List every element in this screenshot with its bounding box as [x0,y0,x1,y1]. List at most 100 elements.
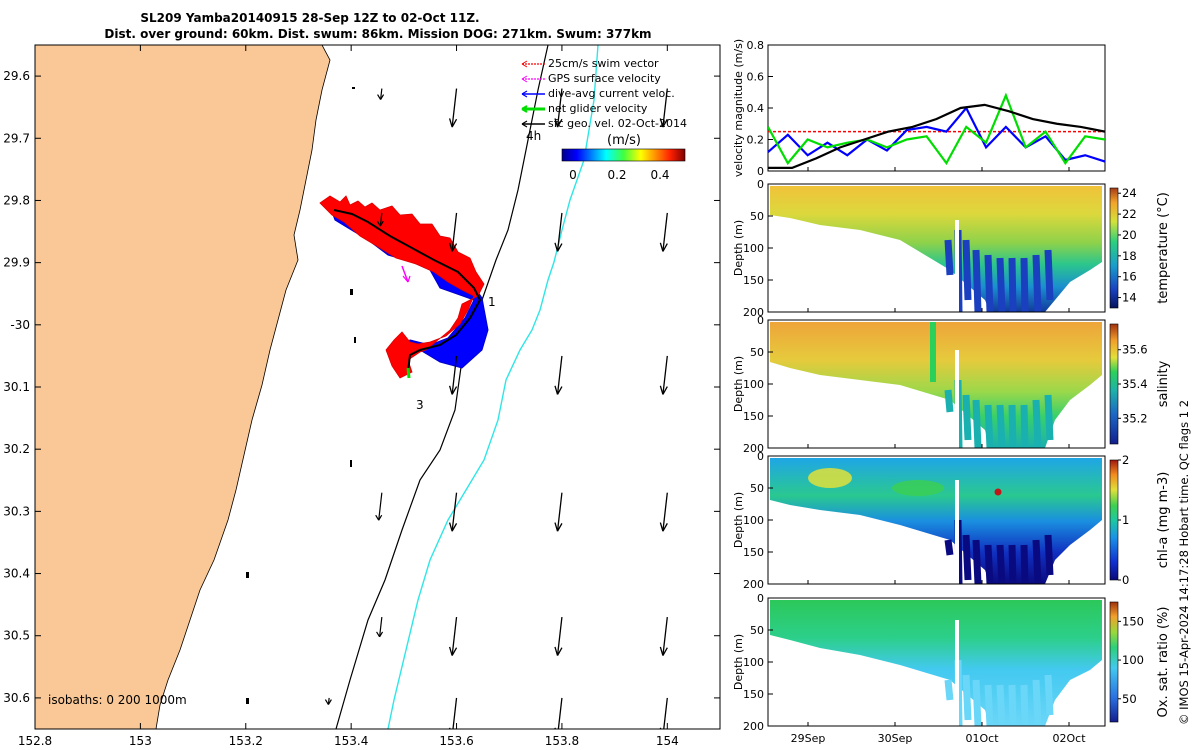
map-y-tick-label: 30.6 [3,691,30,705]
map-legend: 25cm/s swim vector GPS surface velocity … [521,57,687,130]
colorbar-tick-label: 50 [1122,692,1137,706]
isobath-label: isobaths: 0 200 1000m [48,693,187,707]
depth-axis-label: Depth (m) [732,220,745,276]
date-tick-label: 30Sep [878,732,913,745]
velocity-y-tick-label: 0.6 [747,71,765,84]
current-vector-arrow [554,492,563,532]
colorbar-tick-label: 20 [1122,228,1137,242]
map-colorbar: (m/s) 0 0.2 0.4 [561,133,686,182]
map-x-tick-label: 153 [129,734,152,748]
current-vector-arrow [659,355,668,395]
colorbar-tick-label: 18 [1122,249,1137,263]
salinity-field [770,322,1102,448]
map-panel: 1 3 4h isobaths: 0 200 1000m 152.8 153 153… [3,44,721,748]
colorbar-tick-label: 100 [1122,653,1144,667]
chla-field [770,458,1102,584]
map-y-tick-label: 29.8 [3,193,30,207]
current-vector-arrow [659,88,668,128]
map-colorbar-tick-0: 0 [569,168,577,182]
velocity-y-tick-label: 0.8 [747,39,765,52]
current-vector-arrow-small [376,617,384,638]
depth-tick-label: 100 [743,378,764,391]
map-y-tick-label: 29.7 [3,131,30,145]
depth-tick-label: 100 [743,656,764,669]
depth-tick-label: 0 [757,450,764,463]
colorbar-label: Ox. sat. ratio (%) [1156,607,1171,718]
oxygen-panel [767,597,1106,727]
map-x-tick-label: 153.6 [439,734,473,748]
current-vector-arrow [448,492,458,532]
date-tick-label: 02Oct [1052,732,1086,745]
current-vector-arrow [448,88,458,128]
section-colorbar [1109,323,1119,445]
legend-item-net-glider-velocity: net glider velocity [521,102,648,115]
colorbar-tick-label: 150 [1122,614,1144,628]
map-x-tick-label: 153.8 [545,734,579,748]
svg-text:GPS surface velocity: GPS surface velocity [548,72,661,85]
depth-tick-label: 200 [743,578,764,591]
current-vector-arrow [554,212,563,252]
depth-axis-label: Depth (m) [732,356,745,412]
velocity-ylabel: velocity magnitude (m/s) [732,39,745,177]
map-y-tick-label: -30 [10,318,30,332]
map-y-axis: 29.629.729.829.9-3030.130.230.330.430.53… [3,69,720,705]
current-vector-arrow [659,616,668,656]
map-y-tick-label: 30.4 [3,567,30,581]
legend-item-gps-velocity: GPS surface velocity [521,72,661,85]
swim-vector-swath [319,195,485,379]
colorbar-tick-label: 16 [1122,270,1137,284]
velocity-y-axis: 0 0.2 0.4 0.6 0.8 [747,39,773,178]
depth-tick-label: 150 [743,546,764,559]
current-vector-arrow-small [375,492,383,521]
depth-tick-label: 0 [757,178,764,191]
map-y-tick-label: 30.1 [3,380,30,394]
temperature-field [770,186,1102,312]
map-x-tick-label: 153.4 [334,734,368,748]
map-y-tick-label: 30.3 [3,504,30,518]
colorbar-tick-label: 35.6 [1122,343,1148,357]
glider-path [333,209,482,373]
colorbar-tick-label: 1 [1122,513,1129,527]
map-x-tick-label: 152.8 [18,734,52,748]
temperature-panel [767,183,1106,313]
chla-max-marker [994,488,1002,496]
net-glider-velocity [406,367,411,379]
current-vectors [324,88,668,729]
chla-panel [767,455,1106,585]
track-marker-3: 3 [416,398,424,412]
credit-text: © IMOS 15-Apr-2024 14:17:28 Hobart time.… [1177,400,1191,725]
velocity-series-line [768,106,1105,163]
current-vector-arrow [448,212,458,252]
current-vector-arrow [448,355,458,395]
current-vector-arrow-small [324,697,332,705]
section-colorbar [1109,459,1119,581]
current-vector-arrow [448,697,458,729]
colorbar-label: chl-a (mg m-3) [1156,472,1171,569]
colorbar-tick-label: 35.4 [1122,377,1148,391]
velocity-panel: 0 0.2 0.4 0.6 0.8 velocity magnitude (m/s) [732,39,1106,178]
legend-item-sfc-geo-velocity: sfc geo. vel. 02-Oct-2014 [521,117,687,130]
svg-text:dive-avg current veloc.: dive-avg current veloc. [548,87,675,100]
velocity-series-line [768,92,1105,166]
current-vector-arrow [659,492,668,532]
depth-tick-label: 50 [750,482,764,495]
svg-text:net glider velocity: net glider velocity [548,102,648,115]
coastline [35,45,331,729]
current-vector-arrow-small [376,212,384,227]
map-colorbar-tick-2: 0.4 [650,168,669,182]
section-colorbar [1109,187,1119,309]
current-vector-arrow [554,616,563,656]
legend-item-dive-avg-current: dive-avg current veloc. [521,87,675,100]
velocity-frame [767,44,1106,172]
small-islands [246,87,356,704]
time-marker-4h: 4h [526,129,541,143]
current-vector-arrow [448,616,458,656]
velocity-series [768,92,1105,169]
date-tick-label: 29Sep [791,732,826,745]
section-colorbar [1109,601,1119,723]
depth-axis-label: Depth (m) [732,492,745,548]
salinity-panel [767,319,1106,449]
depth-tick-label: 150 [743,274,764,287]
